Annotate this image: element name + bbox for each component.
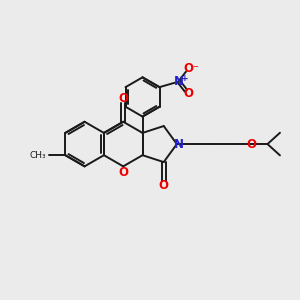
Text: O: O [246,138,256,151]
Text: O: O [118,92,128,105]
Text: N: N [174,138,184,151]
Text: O: O [183,62,193,75]
Text: CH₃: CH₃ [30,151,46,160]
Text: +: + [181,74,189,83]
Text: N: N [173,75,184,88]
Text: O: O [118,166,128,179]
Text: O: O [183,87,193,100]
Text: ⁻: ⁻ [193,64,198,74]
Text: O: O [159,179,169,192]
